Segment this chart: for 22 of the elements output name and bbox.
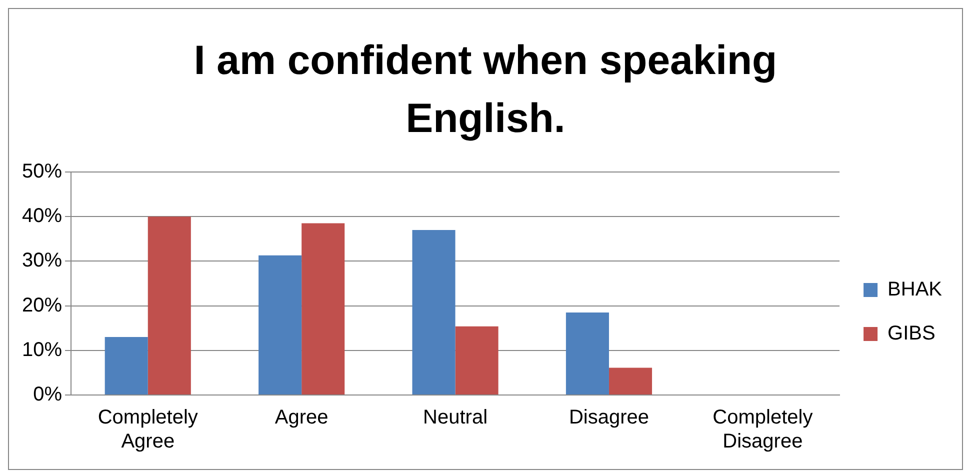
x-tick-label: Completely Disagree: [712, 406, 813, 453]
bar: [148, 216, 191, 394]
y-tick-label: 20%: [22, 294, 62, 316]
y-tick-label: 50%: [22, 160, 62, 183]
chart-title: I am confident when speaking English.: [192, 36, 778, 143]
x-tick-label: Disagree: [568, 406, 650, 429]
x-tick-label: Agree: [274, 406, 328, 429]
legend-label: GIBS: [888, 322, 936, 345]
y-tick-label: 30%: [22, 250, 62, 272]
y-tick-label: 10%: [22, 338, 62, 361]
bar: [608, 368, 652, 394]
legend-label: BHAK: [888, 278, 943, 301]
bar: [104, 337, 148, 394]
bar: [258, 255, 302, 394]
bar: [302, 223, 345, 394]
bar: [566, 312, 609, 394]
bar: [412, 230, 456, 394]
x-tick-label: Neutral: [423, 406, 488, 429]
bar: [455, 326, 498, 394]
x-tick-label: Completely Agree: [98, 406, 198, 453]
y-tick-label: 0%: [33, 384, 62, 406]
y-tick-label: 40%: [22, 205, 62, 228]
